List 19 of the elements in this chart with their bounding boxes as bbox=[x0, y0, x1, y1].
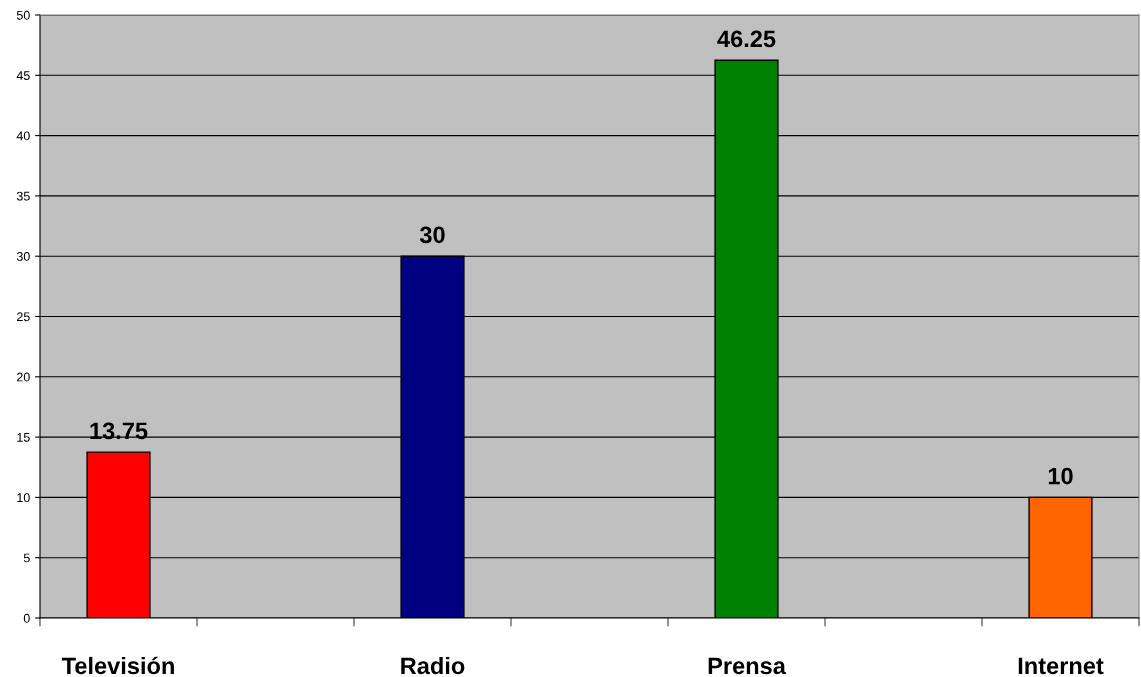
y-tick-label: 15 bbox=[17, 433, 30, 442]
y-tick-label: 10 bbox=[17, 493, 30, 503]
x-tick-label: Prensa bbox=[708, 657, 787, 675]
y-tick-label: 25 bbox=[17, 312, 30, 322]
y-tick-label: 35 bbox=[16, 191, 30, 201]
y-tick-label: 5 bbox=[23, 553, 30, 563]
y-tick-label: 30 bbox=[16, 252, 30, 261]
x-tick-label: Radio bbox=[401, 656, 465, 675]
x-tick-label: Internet bbox=[1018, 657, 1104, 675]
x-tick-label: Televisión bbox=[61, 656, 174, 675]
y-tick-label: 0 bbox=[23, 613, 30, 623]
data-label: 10 bbox=[1048, 467, 1073, 485]
data-label: 30 bbox=[419, 226, 445, 244]
y-tick-label: 20 bbox=[17, 372, 30, 382]
data-label: 13.75 bbox=[90, 422, 148, 440]
y-tick-label: 50 bbox=[16, 10, 30, 20]
data-label: 46.25 bbox=[717, 30, 776, 48]
y-tick-label: 40 bbox=[16, 131, 30, 141]
y-tick-label: 45 bbox=[16, 71, 30, 80]
